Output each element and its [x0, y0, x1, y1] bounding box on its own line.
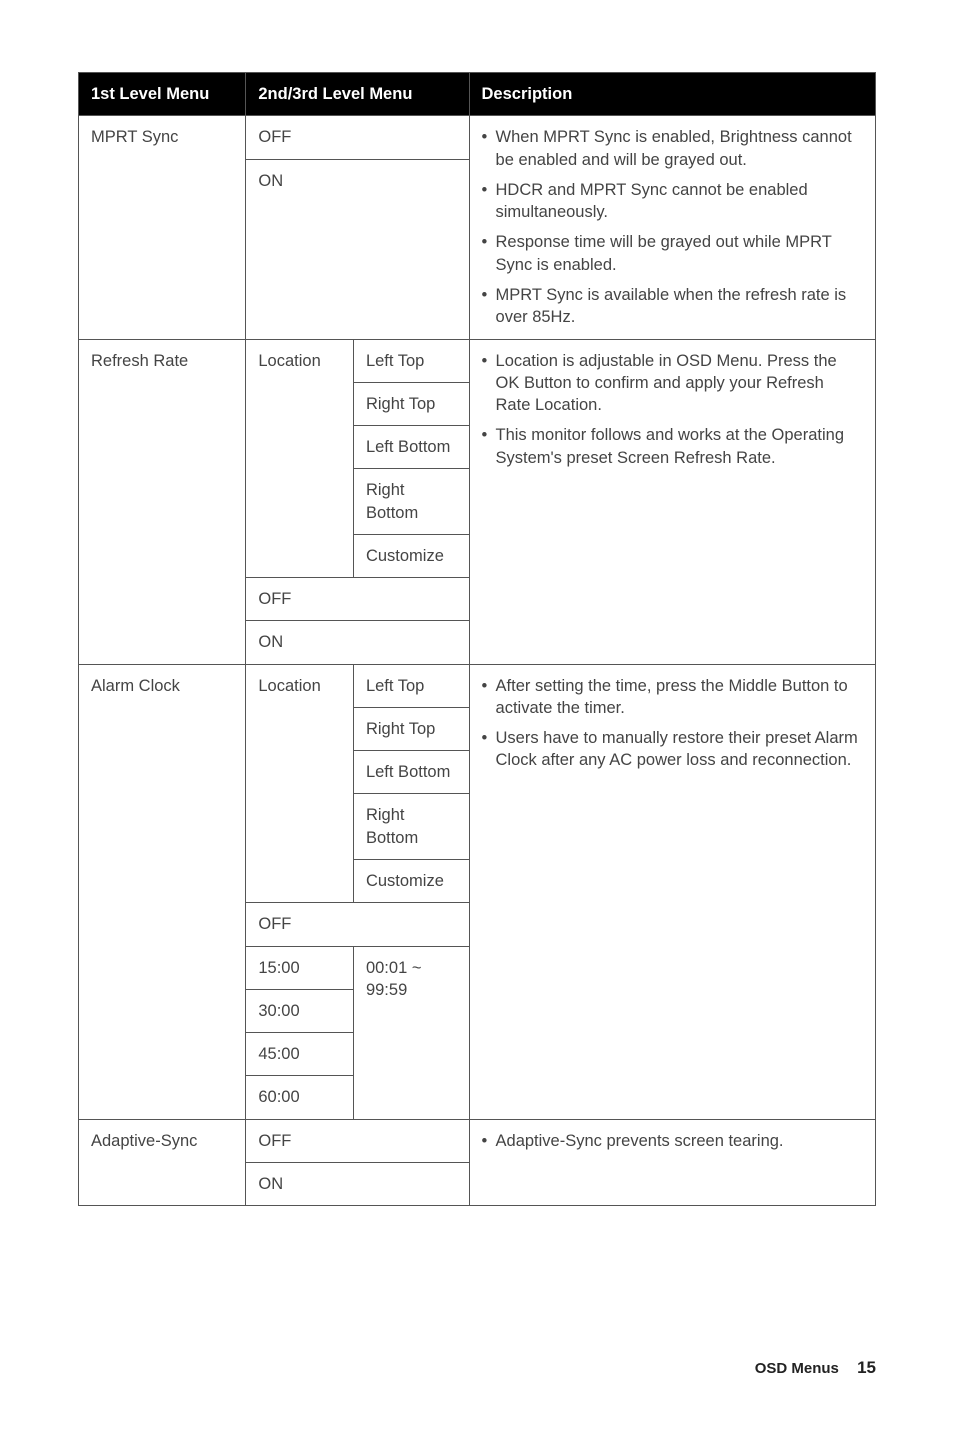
desc-item: When MPRT Sync is enabled, Brightness ca… [482, 126, 863, 171]
page-content: 1st Level Menu 2nd/3rd Level Menu Descri… [0, 0, 954, 1246]
cell-adaptive-name: Adaptive-Sync [79, 1119, 246, 1206]
cell-refresh-off: OFF [246, 578, 469, 621]
desc-item: HDCR and MPRT Sync cannot be enabled sim… [482, 179, 863, 224]
desc-item: After setting the time, press the Middle… [482, 675, 863, 720]
cell-alarm-range: 00:01 ~ 99:59 [353, 946, 469, 1119]
desc-item: Location is adjustable in OSD Menu. Pres… [482, 350, 863, 417]
footer-title: OSD Menus [755, 1360, 839, 1377]
header-col3: Description [469, 73, 875, 116]
cell-refresh-lt: Left Top [353, 339, 469, 382]
cell-alarm-lb: Left Bottom [353, 751, 469, 794]
footer-page-number: 15 [857, 1358, 876, 1377]
cell-mprt-name: MPRT Sync [79, 116, 246, 339]
cell-alarm-lt: Left Top [353, 664, 469, 707]
desc-item: MPRT Sync is available when the refresh … [482, 284, 863, 329]
cell-refresh-lb: Left Bottom [353, 426, 469, 469]
header-col1: 1st Level Menu [79, 73, 246, 116]
osd-menu-table: 1st Level Menu 2nd/3rd Level Menu Descri… [78, 72, 876, 1206]
table-row: Refresh Rate Location Left Top Location … [79, 339, 876, 382]
cell-refresh-location: Location [246, 339, 354, 578]
table-row: Adaptive-Sync OFF Adaptive-Sync prevents… [79, 1119, 876, 1162]
cell-alarm-cust: Customize [353, 859, 469, 902]
cell-alarm-6000: 60:00 [246, 1076, 354, 1119]
cell-mprt-off: OFF [246, 116, 469, 159]
cell-adaptive-on: ON [246, 1162, 469, 1205]
cell-refresh-desc: Location is adjustable in OSD Menu. Pres… [469, 339, 875, 664]
cell-refresh-rt: Right Top [353, 382, 469, 425]
cell-alarm-3000: 30:00 [246, 989, 354, 1032]
desc-item: Adaptive-Sync prevents screen tearing. [482, 1130, 863, 1152]
desc-item: This monitor follows and works at the Op… [482, 424, 863, 469]
cell-alarm-desc: After setting the time, press the Middle… [469, 664, 875, 1119]
page-footer: OSD Menus 15 [755, 1358, 876, 1378]
table-row: Alarm Clock Location Left Top After sett… [79, 664, 876, 707]
cell-alarm-name: Alarm Clock [79, 664, 246, 1119]
desc-item: Users have to manually restore their pre… [482, 727, 863, 772]
cell-alarm-4500: 45:00 [246, 1033, 354, 1076]
cell-alarm-off: OFF [246, 903, 469, 946]
cell-refresh-rb: Right Bottom [353, 469, 469, 535]
cell-alarm-location: Location [246, 664, 354, 903]
cell-refresh-name: Refresh Rate [79, 339, 246, 664]
table-row: MPRT Sync OFF When MPRT Sync is enabled,… [79, 116, 876, 159]
cell-refresh-cust: Customize [353, 534, 469, 577]
desc-item: Response time will be grayed out while M… [482, 231, 863, 276]
cell-alarm-rb: Right Bottom [353, 794, 469, 860]
cell-mprt-desc: When MPRT Sync is enabled, Brightness ca… [469, 116, 875, 339]
cell-refresh-on: ON [246, 621, 469, 664]
cell-alarm-1500: 15:00 [246, 946, 354, 989]
cell-alarm-rt: Right Top [353, 707, 469, 750]
cell-adaptive-off: OFF [246, 1119, 469, 1162]
cell-mprt-on: ON [246, 159, 469, 339]
table-header-row: 1st Level Menu 2nd/3rd Level Menu Descri… [79, 73, 876, 116]
cell-adaptive-desc: Adaptive-Sync prevents screen tearing. [469, 1119, 875, 1206]
header-col2: 2nd/3rd Level Menu [246, 73, 469, 116]
